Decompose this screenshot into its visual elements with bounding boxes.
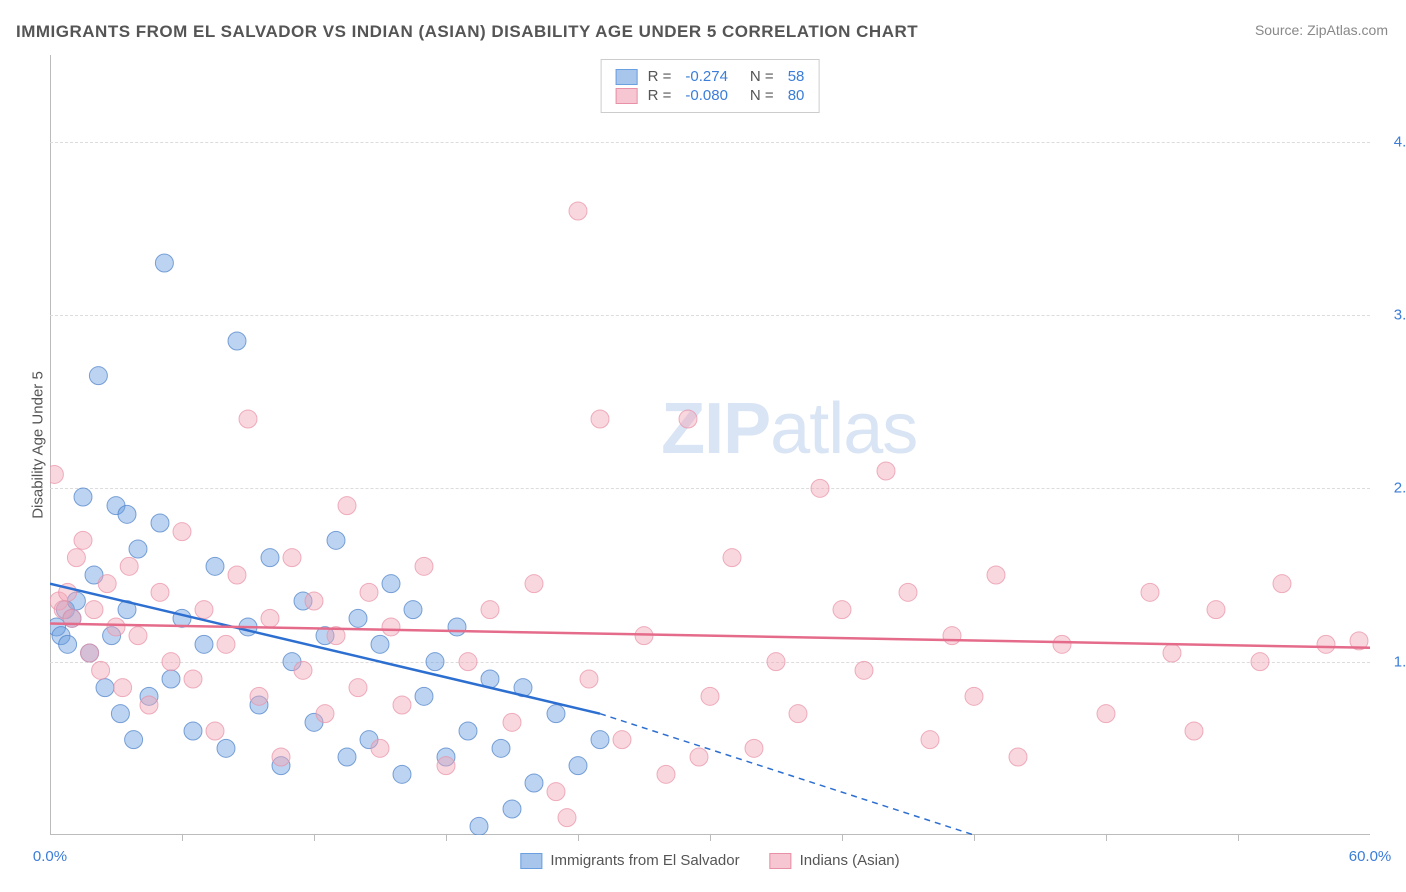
x-minor-tick [1238, 835, 1239, 841]
source-link[interactable]: ZipAtlas.com [1307, 22, 1388, 38]
chart-area: Disability Age Under 5 ZIPatlas R =-0.27… [50, 55, 1370, 835]
x-minor-tick [314, 835, 315, 841]
x-minor-tick [182, 835, 183, 841]
y-tick-label: 2.0% [1394, 480, 1406, 497]
x-minor-tick [710, 835, 711, 841]
x-minor-tick [578, 835, 579, 841]
legend-row-series2: R =-0.080 N =80 [616, 87, 805, 104]
x-tick-label: 0.0% [33, 848, 67, 865]
legend-item-series2: Indians (Asian) [770, 852, 900, 869]
y-tick-label: 4.0% [1394, 133, 1406, 150]
x-minor-tick [842, 835, 843, 841]
scatter-plot [50, 55, 1370, 835]
swatch-series2 [616, 88, 638, 104]
y-axis-label: Disability Age Under 5 [30, 371, 47, 519]
swatch-icon [770, 853, 792, 869]
series-legend: Immigrants from El Salvador Indians (Asi… [520, 852, 899, 869]
y-tick-label: 1.0% [1394, 653, 1406, 670]
legend-row-series1: R =-0.274 N =58 [616, 68, 805, 85]
y-tick-label: 3.0% [1394, 307, 1406, 324]
correlation-legend: R =-0.274 N =58 R =-0.080 N =80 [601, 59, 820, 113]
legend-item-series1: Immigrants from El Salvador [520, 852, 739, 869]
swatch-series1 [616, 69, 638, 85]
chart-title: IMMIGRANTS FROM EL SALVADOR VS INDIAN (A… [16, 22, 918, 42]
source-attribution: Source: ZipAtlas.com [1255, 22, 1388, 38]
x-tick-label: 60.0% [1349, 848, 1392, 865]
swatch-icon [520, 853, 542, 869]
x-minor-tick [1106, 835, 1107, 841]
x-minor-tick [446, 835, 447, 841]
x-minor-tick [974, 835, 975, 841]
